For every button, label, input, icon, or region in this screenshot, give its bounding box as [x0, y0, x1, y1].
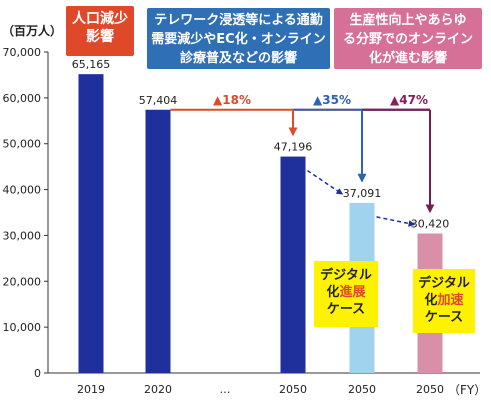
bar: [145, 109, 171, 373]
callout-productivity-line3: 化が進む影響: [368, 51, 447, 66]
callout-population-line2: 影響: [86, 29, 114, 45]
x-tick-label: 2050: [416, 383, 444, 396]
y-unit-label: （百万人）: [2, 24, 63, 38]
callout-population: 人口減少 影響: [66, 6, 134, 56]
callout-telework-line3: 診療普及などの影響: [179, 51, 297, 66]
bar-value-label: 30,420: [411, 218, 450, 231]
callout-telework: テレワーク浸透等による通勤 需要減少やEC化・オンライン 診療普及などの影響: [147, 8, 330, 69]
y-tick-label: 0: [34, 367, 41, 380]
note-progress-line2: 化進展: [314, 284, 378, 301]
callout-productivity: 生産性向上やあらゆ る分野でのオンライン 化が進む影響: [334, 8, 482, 69]
note-progress-line3: ケース: [326, 302, 366, 317]
x-tick-label: 2050: [348, 383, 376, 396]
note-accel-line3: ケース: [424, 310, 464, 325]
y-tick-label: 50,000: [3, 138, 42, 151]
bar-value-label: 37,091: [343, 187, 382, 200]
callout-telework-line1: テレワーク浸透等による通勤: [154, 13, 323, 28]
note-accel-line2: 化加速: [413, 292, 475, 309]
x-tick-label: 2020: [144, 383, 172, 396]
note-digital-progress: デジタル 化進展 ケース: [314, 261, 378, 327]
bar-value-label: 57,404: [139, 94, 178, 107]
note-accel-line1: デジタル: [418, 276, 470, 291]
note-accel-line2a: 化: [424, 293, 438, 308]
callout-productivity-line2: る分野でのオンライン: [342, 32, 473, 47]
note-progress-line1: デジタル: [320, 268, 372, 283]
bar-value-label: 47,196: [274, 141, 313, 154]
callout-productivity-line1: 生産性向上やあらゆ: [349, 13, 467, 28]
x-tick-label: 2050: [279, 383, 307, 396]
reduction-label: ▲18%: [213, 93, 251, 107]
note-digital-acceleration: デジタル 化加速 ケース: [413, 269, 475, 333]
bar: [280, 156, 306, 373]
callout-population-line1: 人口減少: [72, 11, 128, 27]
reduction-label: ▲47%: [390, 93, 428, 107]
y-tick-label: 70,000: [3, 46, 42, 59]
y-tick-label: 40,000: [3, 184, 42, 197]
dashed-connector-2: [376, 216, 416, 227]
bar-value-label: 65,165: [72, 58, 111, 71]
x-tick-label: …: [220, 383, 231, 396]
y-tick-label: 10,000: [3, 321, 42, 334]
x-unit-label: （FY）: [448, 383, 487, 397]
reduction-label: ▲35%: [313, 93, 351, 107]
bar: [78, 74, 104, 373]
callout-telework-line2: 需要減少やEC化・オンライン: [151, 32, 326, 47]
note-accel-accent: 加速: [437, 293, 464, 308]
y-tick-label: 60,000: [3, 92, 42, 105]
y-tick-label: 20,000: [3, 275, 42, 288]
x-tick-label: 2019: [77, 383, 105, 396]
note-progress-line2a: 化: [326, 285, 340, 300]
dashed-connector-1: [307, 169, 344, 195]
note-progress-accent: 進展: [339, 285, 366, 300]
y-tick-label: 30,000: [3, 229, 42, 242]
